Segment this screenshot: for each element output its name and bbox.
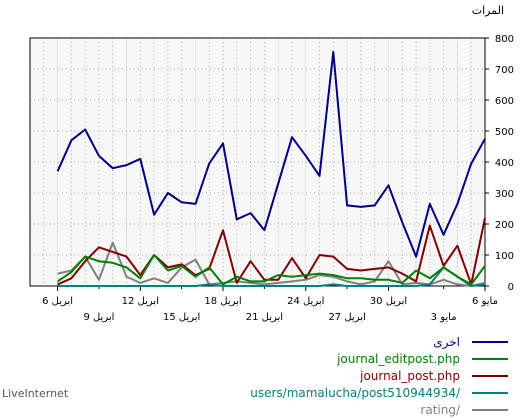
legend-swatch — [472, 374, 508, 377]
series-line — [57, 217, 486, 286]
series-line — [57, 254, 486, 286]
x-tick-label: 18 ابريل — [204, 296, 241, 307]
brand-label: LiveInternet — [2, 387, 69, 400]
y-tick-label: 0 — [508, 282, 514, 293]
series-line — [57, 241, 486, 287]
y-tick-label: 100 — [495, 251, 514, 262]
y-tick-label: 500 — [495, 127, 514, 138]
x-tick-label: 6 ابريل — [42, 296, 73, 307]
legend-item: rating/ — [178, 401, 508, 418]
x-tick-label: 12 ابريل — [122, 296, 159, 307]
legend-label: اخرى — [433, 334, 460, 349]
x-tick-label: 27 ابريل — [328, 312, 365, 323]
legend-swatch — [472, 340, 508, 343]
x-tick-label: 30 ابريل — [370, 296, 407, 307]
legend-label: journal_post.php — [360, 368, 460, 383]
y-tick-label: 400 — [495, 158, 514, 169]
legend-item: journal_post.php — [178, 367, 508, 384]
x-tick-label: 9 ابريل — [83, 312, 114, 323]
x-tick-label: 6 مايو — [472, 296, 498, 307]
series-line — [57, 266, 486, 287]
y-tick-label: 800 — [495, 34, 514, 45]
legend-swatch — [472, 391, 508, 394]
y-tick-label: 300 — [495, 189, 514, 200]
legend-item: اخرى — [178, 333, 508, 350]
legend-swatch — [472, 357, 508, 360]
x-tick-label: 24 ابريل — [287, 296, 324, 307]
y-tick-label: 200 — [495, 220, 514, 231]
x-tick-label: 15 ابريل — [163, 312, 200, 323]
chart-legend: اخرى journal_editpost.php journal_post.php… — [178, 333, 508, 418]
legend-item: users/mamalucha/post510944934/ — [178, 384, 508, 401]
x-tick-label: 3 مايو — [431, 312, 457, 323]
legend-label: users/mamalucha/post510944934/ — [250, 385, 460, 400]
y-axis-label: المرات — [471, 4, 504, 17]
x-tick-label: 21 ابريل — [246, 312, 283, 323]
legend-item: journal_editpost.php — [178, 350, 508, 367]
stats-chart-widget: 0 100 200 300 400 500 600 700 800 6 مايو 30 ابريل 2… — [2, 4, 514, 417]
y-tick-label: 600 — [495, 96, 514, 107]
series-line — [56, 51, 486, 258]
legend-label: journal_editpost.php — [337, 351, 460, 366]
legend-swatch — [472, 408, 508, 411]
y-tick-label: 700 — [495, 65, 514, 76]
line-chart: 0 100 200 300 400 500 600 700 800 6 مايو 30 ابريل 2… — [29, 34, 514, 323]
